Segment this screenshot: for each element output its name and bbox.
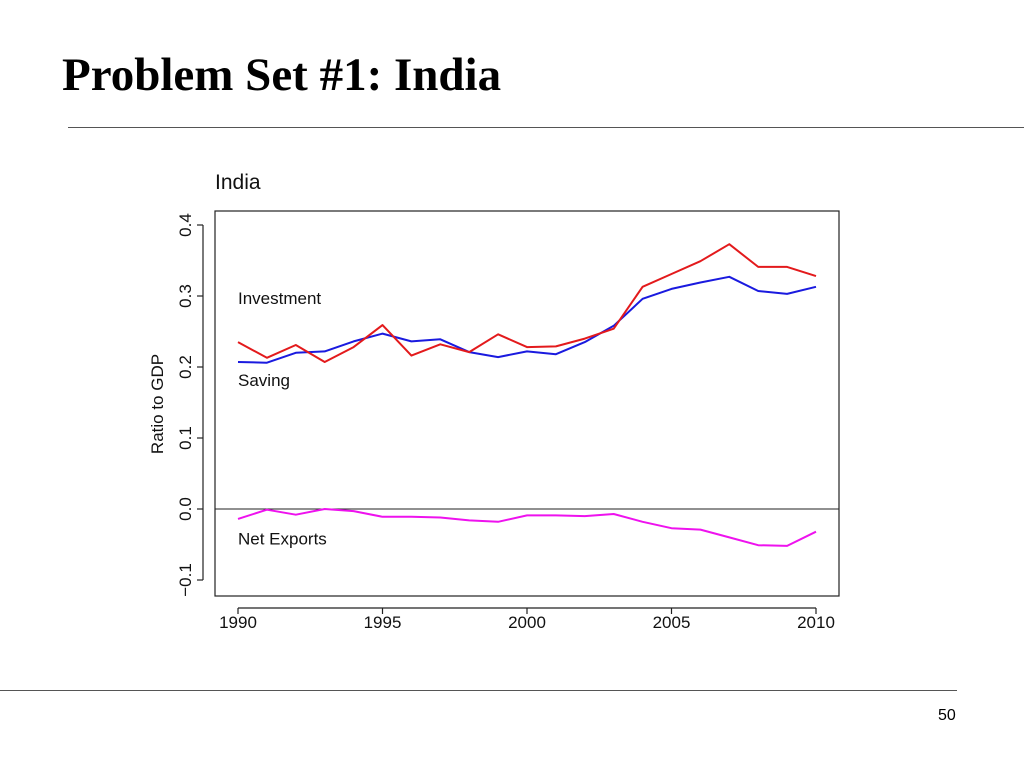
x-tick-label: 2000 [508,613,546,632]
chart-title: India [215,171,261,194]
plot-frame [214,210,840,597]
y-axis: −0.1 0.0 0.1 0.2 0.3 0.4 [176,213,204,597]
series-annotation-label: Net Exports [238,530,327,549]
series-line-net-exports [237,508,817,547]
x-axis: 1990 1995 2000 2005 2010 [219,607,835,632]
x-tick-label: 1995 [364,613,402,632]
india-line-chart: India Ratio to GDP −0.1 0.0 0.1 0.2 0.3 0.4 1… [148,171,840,632]
series-line-investment [237,243,817,363]
y-tick-label: 0.4 [176,213,195,237]
page-number: 50 [938,707,956,724]
x-tick-label: 2005 [653,613,691,632]
y-tick-label: 0.2 [176,355,195,379]
y-tick-label: −0.1 [176,563,195,597]
series-group [237,243,817,547]
series-annotation-label: Investment [238,289,321,308]
y-tick-label: 0.0 [176,497,195,521]
series-annotation-label: Saving [238,371,290,390]
series-line-saving [237,275,817,364]
x-tick-label: 1990 [219,613,257,632]
title-divider [68,127,1024,128]
slide-title: Problem Set #1: India [62,49,502,101]
y-tick-label: 0.1 [176,426,195,450]
x-tick-label: 2010 [797,613,835,632]
y-tick-label: 0.3 [176,284,195,308]
annotation-group: Investment Saving Net Exports [238,289,327,549]
y-axis-label: Ratio to GDP [148,354,167,454]
footer-divider [0,690,957,691]
